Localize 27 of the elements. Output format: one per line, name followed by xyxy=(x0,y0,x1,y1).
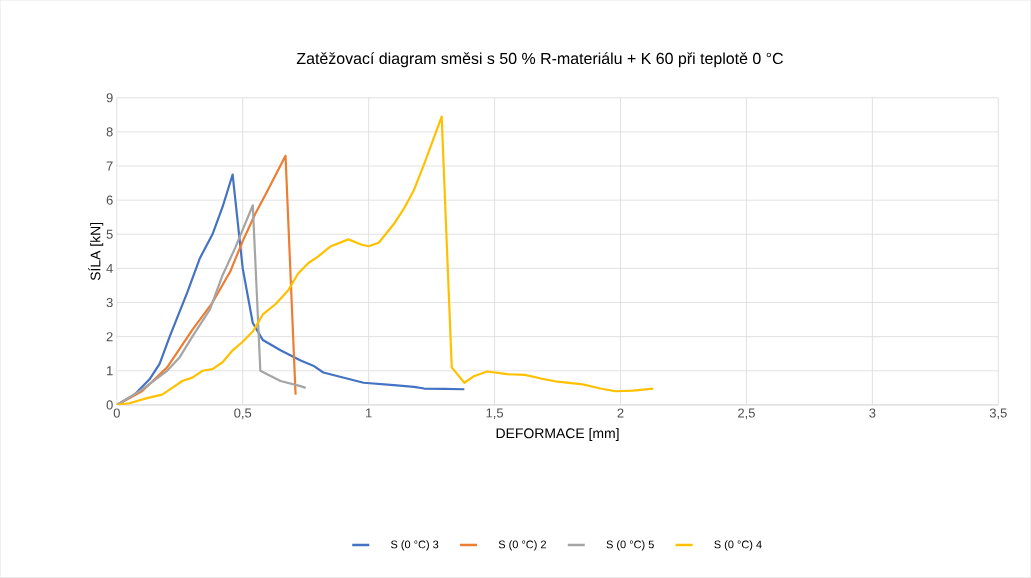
y-tick-label: 9 xyxy=(106,93,113,103)
x-tick-label: 2 xyxy=(617,408,624,418)
y-tick-label: 6 xyxy=(106,195,113,205)
x-tick-label: 2,5 xyxy=(738,408,755,420)
x-tick-label: 1,5 xyxy=(486,408,504,420)
legend-label: S (0 °C) 4 xyxy=(714,540,762,551)
x-axis-title: DEFORMACE [mm] xyxy=(496,428,619,442)
line-series xyxy=(116,204,307,406)
y-tick-label: 0 xyxy=(106,400,113,410)
x-tick-label: 3,5 xyxy=(989,408,1007,420)
legend-label: S (0 °C) 5 xyxy=(606,540,654,551)
y-tick-label: 5 xyxy=(106,229,113,239)
x-tick-label: 0 xyxy=(113,408,120,418)
legend-label: S (0 °C) 2 xyxy=(498,540,546,551)
y-tick-label: 4 xyxy=(106,264,113,273)
x-tick-label: 1 xyxy=(366,408,372,418)
y-tick-label: 7 xyxy=(106,161,113,171)
y-tick-label: 2 xyxy=(106,332,113,342)
x-tick-label: 3 xyxy=(869,408,876,418)
x-tick-label: 0,5 xyxy=(234,408,252,420)
line-series xyxy=(116,115,655,406)
y-tick-label: 3 xyxy=(106,298,113,308)
y-tick-label: 8 xyxy=(106,127,113,137)
chart-title: Zatěžovací diagram směsi s 50 % R-materiálu + K 60 při teplotě 0 °C xyxy=(296,52,783,68)
y-axis-title: SÍLA [kN] xyxy=(88,223,104,281)
y-tick-label: 1 xyxy=(107,366,113,376)
legend-label: S (0 °C) 3 xyxy=(391,540,439,551)
